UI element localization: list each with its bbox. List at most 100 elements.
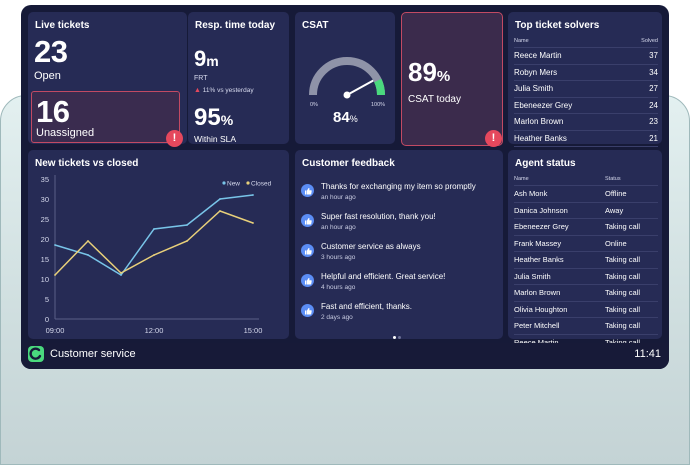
csat-alert-icon[interactable]: ! <box>485 130 502 147</box>
data-point-new <box>252 194 254 196</box>
csat-tile: CSAT 0% 100% 84% <box>295 12 395 144</box>
unassigned-alert-icon[interactable]: ! <box>166 130 183 147</box>
data-point-closed <box>120 272 122 274</box>
agent-name: Marlon Brown <box>514 284 605 302</box>
legend-marker <box>222 181 226 185</box>
response-time-tile: Resp. time today 9m FRT ▲ 11% vs yesterd… <box>188 12 289 144</box>
gauge-value: 84% <box>333 109 358 127</box>
x-tick-label: 12:00 <box>145 326 164 335</box>
trend-up-icon: ▲ <box>194 87 201 94</box>
table-row: Heather Banks 21 <box>514 130 658 147</box>
legend-marker <box>246 181 250 185</box>
unassigned-label: Unassigned <box>36 127 95 139</box>
col-name-header: Name <box>514 173 605 186</box>
y-tick-label: 10 <box>41 275 49 284</box>
gauge-track <box>309 57 385 96</box>
col-name-header: Name <box>514 35 626 48</box>
thumbs-up-icon <box>301 304 314 317</box>
data-point-new <box>153 228 155 230</box>
solver-count: 34 <box>625 64 658 81</box>
table-row: Heather Banks Taking call <box>514 251 658 269</box>
data-point-new <box>54 244 56 246</box>
table-row: Reece Martin 37 <box>514 47 658 65</box>
thumbs-up-icon <box>301 244 314 257</box>
agent-status: Taking call <box>605 317 658 335</box>
frt-trend: ▲ 11% vs yesterday <box>194 87 254 94</box>
table-row: Julia Smith Taking call <box>514 268 658 285</box>
thumbs-up-icon <box>301 274 314 287</box>
csat-today-value: 89% <box>408 57 450 88</box>
table-row: Danica Johnson Away <box>514 202 658 219</box>
agent-name: Olivia Houghton <box>514 301 605 318</box>
agent-status: Offline <box>605 185 658 203</box>
gauge-needle <box>346 79 374 96</box>
feedback-time: an hour ago <box>321 224 356 231</box>
response-time-title: Resp. time today <box>195 20 276 31</box>
frt-unit: m <box>206 53 219 69</box>
gauge-fill <box>374 78 386 96</box>
y-tick-label: 5 <box>45 295 49 304</box>
csat-gauge <box>309 57 386 99</box>
col-solved-header: Solved <box>625 35 658 48</box>
agent-status: Online <box>605 235 658 252</box>
thumbs-up-icon <box>301 184 314 197</box>
gauge-hub <box>343 91 351 99</box>
agent-name: Peter Mitchell <box>514 317 605 335</box>
solver-count: 37 <box>625 47 658 65</box>
page-dot[interactable] <box>398 336 401 339</box>
sla-value: 95% <box>194 104 233 132</box>
live-tickets-title: Live tickets <box>35 20 90 31</box>
open-label: Open <box>34 70 61 82</box>
legend-label: New <box>227 181 240 188</box>
csat-today-tile[interactable]: 89% CSAT today <box>401 12 503 146</box>
solver-count: 23 <box>625 113 658 131</box>
solver-name: Julia Smith <box>514 80 626 98</box>
sla-number: 95 <box>194 104 221 131</box>
y-tick-label: 25 <box>41 215 49 224</box>
unassigned-count: 16 <box>36 94 70 129</box>
y-tick-label: 35 <box>41 175 49 184</box>
gauge-value-number: 84 <box>333 109 350 126</box>
agent-status: Taking call <box>605 301 658 318</box>
table-header-row: Name Status <box>514 173 658 186</box>
gauge-value-unit: % <box>349 114 358 124</box>
gauge-min-label: 0% <box>310 102 318 108</box>
pagination-dots[interactable] <box>393 326 401 344</box>
data-point-closed <box>153 254 155 256</box>
feedback-text: Customer service as always <box>321 242 421 251</box>
table-row: Ebeneezer Grey Taking call <box>514 218 658 236</box>
data-point-new <box>120 274 122 276</box>
unassigned-box[interactable]: 16 Unassigned <box>31 91 180 143</box>
dashboard-screen: Live tickets 23 Open 16 Unassigned ! Res… <box>21 5 669 369</box>
data-point-closed <box>219 210 221 212</box>
solver-name: Heather Banks <box>514 130 626 147</box>
top-solvers-title: Top ticket solvers <box>515 20 600 31</box>
sla-label: Within SLA <box>194 134 237 144</box>
agent-name: Ash Monk <box>514 185 605 203</box>
agent-status-title: Agent status <box>515 158 576 169</box>
x-tick-label: 09:00 <box>46 326 65 335</box>
data-point-closed <box>252 222 254 224</box>
agent-status: Taking call <box>605 218 658 236</box>
x-tick-label: 15:00 <box>244 326 263 335</box>
solver-count: 21 <box>625 130 658 147</box>
frt-label: FRT <box>194 75 208 82</box>
frt-number: 9 <box>194 46 207 71</box>
feedback-tile: Customer feedback Thanks for exchanging … <box>295 150 503 339</box>
table-row: Marlon Brown Taking call <box>514 284 658 302</box>
top-solvers-table: Name Solved Reece Martin 37 Robyn Mers 34 … <box>514 35 658 147</box>
sla-unit: % <box>220 112 234 128</box>
feedback-time: 4 hours ago <box>321 284 356 291</box>
y-tick-label: 20 <box>41 235 49 244</box>
agent-name: Ebeneezer Grey <box>514 218 605 236</box>
live-tickets-tile: Live tickets 23 Open 16 Unassigned ! <box>28 12 187 147</box>
feedback-title: Customer feedback <box>302 158 395 169</box>
agent-status: Taking call <box>605 251 658 269</box>
table-header-row: Name Solved <box>514 35 658 48</box>
agent-status-table: Name Status Ash Monk Offline Danica Johnso… <box>514 173 658 368</box>
page-dot-active[interactable] <box>393 336 396 339</box>
y-tick-label: 30 <box>41 195 49 204</box>
clock: 11:41 <box>634 348 661 360</box>
y-tick-label: 0 <box>45 315 49 324</box>
chart-title: New tickets vs closed <box>35 158 139 169</box>
